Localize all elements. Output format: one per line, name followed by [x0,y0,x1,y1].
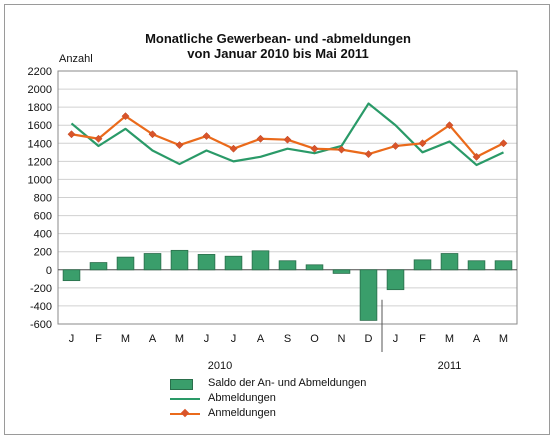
legend-line-swatch-green [170,398,200,400]
marker-anmeldungen [94,134,103,143]
y-tick-label: -200 [30,283,52,295]
x-tick-label: D [365,333,373,345]
y-tick-label: -600 [30,319,52,331]
marker-anmeldungen [67,130,76,139]
plot-area-border [57,70,518,325]
bar-saldo [224,255,243,271]
marker-anmeldungen [418,139,427,148]
bar-saldo [197,254,216,271]
legend-label-abmeldungen: Abmeldungen [208,392,276,404]
y-tick-label: 1400 [28,138,52,150]
marker-anmeldungen [121,112,130,121]
bar-saldo [440,253,459,271]
marker-anmeldungen [310,144,319,153]
year-label: 2011 [438,360,462,372]
bar-saldo [89,262,108,271]
y-tick-label: 1000 [28,174,52,186]
legend-label-anmeldungen: Anmeldungen [208,407,276,419]
marker-anmeldungen [391,142,400,150]
bar-saldo [278,260,297,271]
bar-saldo [62,269,81,282]
bar-saldo [251,250,270,271]
y-tick-label: 400 [34,229,52,241]
x-tick-label: F [419,333,426,345]
bar-saldo [467,260,486,271]
y-tick-label: 1800 [28,102,52,114]
y-tick-label: 0 [46,265,52,277]
y-tick-label: 2000 [28,84,52,96]
y-tick-label: 2200 [28,66,52,78]
x-tick-label: J [393,333,399,345]
x-tick-label: M [499,333,508,345]
chart-title-line-1: Monatliche Gewerbean- und -abmeldungen [145,31,411,46]
marker-anmeldungen [499,139,508,148]
x-tick-label: J [204,333,210,345]
legend-item-saldo: Saldo der An- und Abmeldungen [168,376,366,391]
legend-bar-swatch [170,379,193,390]
x-tick-label: A [257,333,265,345]
bar-saldo [332,269,351,274]
x-tick-label: M [175,333,184,345]
chart-title-line-2: von Januar 2010 bis Mai 2011 [187,46,369,61]
marker-anmeldungen [229,144,238,153]
x-tick-label: S [284,333,291,345]
marker-anmeldungen [202,132,211,141]
x-tick-label: J [231,333,237,345]
bar-saldo [143,253,162,271]
y-tick-label: 200 [34,247,52,259]
y-tick-label: 1600 [28,120,52,132]
legend-label-saldo: Saldo der An- und Abmeldungen [208,377,367,389]
y-tick-label: 1200 [28,156,52,168]
bar-saldo [305,264,324,271]
marker-anmeldungen [256,134,265,143]
line-abmeldungen [70,102,504,167]
x-tick-label: M [445,333,454,345]
x-tick-label: A [473,333,481,345]
marker-anmeldungen [364,150,373,159]
bar-saldo [116,256,135,271]
legend-item-anmeldungen: Anmeldungen [168,406,366,421]
x-tick-label: M [121,333,130,345]
marker-anmeldungen [175,141,184,150]
marker-anmeldungen [283,135,292,144]
x-tick-label: A [149,333,157,345]
bar-saldo [359,269,378,321]
year-label: 2010 [208,360,232,372]
bar-saldo [386,269,405,291]
legend-item-abmeldungen: Abmeldungen [168,391,366,406]
x-tick-label: N [338,333,346,345]
legend-line-swatch-orange [170,408,200,418]
y-tick-label: 600 [34,211,52,223]
y-tick-label: 800 [34,193,52,205]
marker-anmeldungen [445,121,454,130]
marker-anmeldungen [337,145,346,154]
marker-anmeldungen [472,152,481,161]
marker-anmeldungen [148,130,157,139]
bar-saldo [413,259,432,271]
x-tick-label: J [69,333,75,345]
legend-marker-diamond [180,408,190,418]
bar-saldo [494,260,513,271]
y-axis-label: Anzahl [59,53,93,65]
bar-saldo [170,249,189,271]
chart-frame [4,4,550,435]
x-tick-label: O [310,333,319,345]
x-tick-label: F [95,333,102,345]
legend: Saldo der An- und Abmeldungen Abmeldunge… [168,376,366,421]
y-tick-label: -400 [30,301,52,313]
